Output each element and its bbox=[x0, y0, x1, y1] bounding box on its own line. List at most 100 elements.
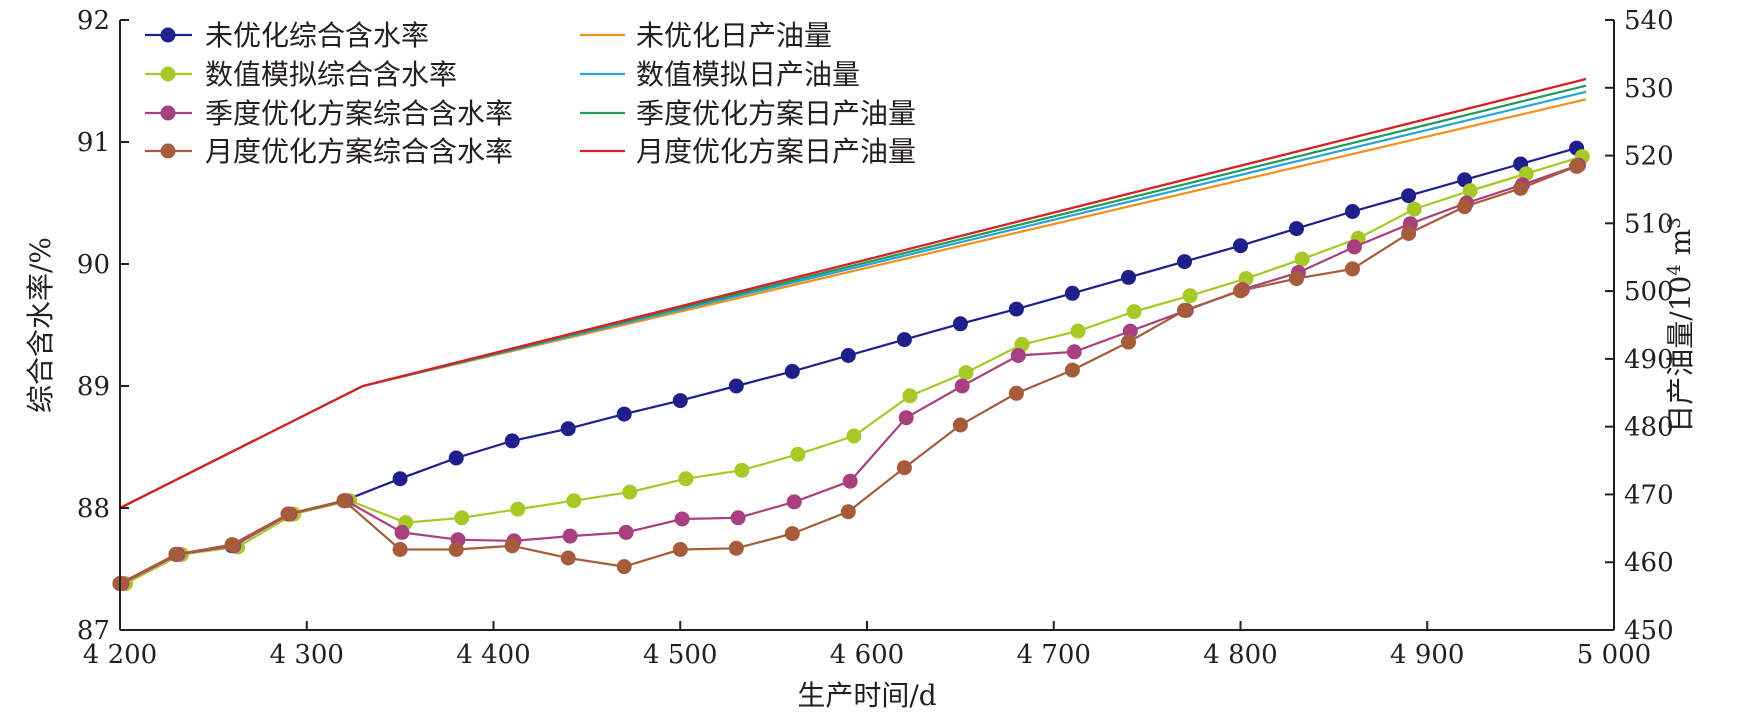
water-cut-point-1-24 bbox=[1462, 183, 1478, 199]
x-tick-label-5: 4 700 bbox=[1017, 640, 1091, 670]
water-cut-point-3-13 bbox=[840, 504, 856, 520]
water-cut-point-2-12 bbox=[786, 494, 802, 510]
right-axis-title: 日产油量/104 m3 bbox=[1664, 217, 1697, 432]
legend-marker-water-1 bbox=[160, 66, 176, 82]
water-cut-point-2-16 bbox=[1010, 348, 1026, 363]
water-cut-point-3-10 bbox=[672, 542, 688, 557]
x-tick-label-0: 4 200 bbox=[83, 640, 157, 670]
x-tick-label-4: 4 600 bbox=[830, 640, 904, 670]
water-cut-point-0-6 bbox=[448, 450, 464, 466]
water-cut-point-2-11 bbox=[730, 510, 746, 526]
water-cut-point-0-10 bbox=[672, 393, 688, 409]
water-cut-point-0-18 bbox=[1121, 269, 1136, 285]
water-cut-point-1-13 bbox=[846, 428, 862, 444]
water-cut-point-3-9 bbox=[616, 559, 632, 575]
y-right-tick-label-3: 480 bbox=[1624, 413, 1674, 443]
water-cut-point-3-24 bbox=[1457, 199, 1473, 215]
water-cut-point-3-16 bbox=[1008, 385, 1024, 401]
legend-marker-water-3 bbox=[160, 143, 176, 159]
water-cut-point-2-15 bbox=[954, 378, 970, 394]
water-cut-point-0-23 bbox=[1401, 188, 1417, 204]
legend-label-oil-1: 数值模拟日产油量 bbox=[636, 58, 860, 91]
x-tick-label-6: 4 800 bbox=[1203, 640, 1277, 670]
water-cut-point-3-20 bbox=[1233, 283, 1248, 299]
water-cut-point-3-3 bbox=[280, 506, 296, 522]
water-cut-point-2-18 bbox=[1122, 323, 1138, 339]
water-cut-point-3-26 bbox=[1569, 158, 1585, 174]
water-cut-point-1-10 bbox=[678, 471, 694, 487]
y-right-tick-label-6: 510 bbox=[1624, 209, 1674, 239]
water-cut-point-0-20 bbox=[1233, 238, 1248, 254]
water-cut-point-3-23 bbox=[1401, 226, 1417, 241]
water-cut-point-3-5 bbox=[392, 542, 408, 557]
water-cut-point-3-15 bbox=[952, 417, 968, 433]
x-tick-label-3: 4 500 bbox=[643, 640, 717, 670]
water-cut-point-3-19 bbox=[1177, 302, 1192, 318]
x-tick-label-2: 4 400 bbox=[456, 640, 530, 670]
left-axis-title: 综合含水率/% bbox=[24, 237, 57, 413]
water-cut-point-2-22 bbox=[1346, 239, 1362, 255]
water-cut-point-3-6 bbox=[448, 542, 464, 557]
water-cut-point-1-11 bbox=[734, 462, 750, 478]
water-cut-line-1 bbox=[125, 155, 1583, 585]
water-cut-point-2-17 bbox=[1066, 344, 1082, 360]
water-cut-point-0-9 bbox=[616, 406, 632, 422]
water-cut-lines bbox=[112, 140, 1590, 592]
water-cut-point-3-2 bbox=[224, 537, 240, 553]
water-cut-point-3-11 bbox=[728, 540, 744, 556]
water-cut-point-0-16 bbox=[1008, 301, 1024, 317]
water-cut-point-0-17 bbox=[1064, 285, 1080, 301]
legend-label-water-1: 数值模拟综合含水率 bbox=[205, 58, 457, 91]
water-cut-point-3-7 bbox=[504, 538, 520, 554]
water-cut-point-0-22 bbox=[1345, 204, 1360, 219]
water-cut-point-0-12 bbox=[784, 363, 800, 379]
water-cut-point-2-9 bbox=[618, 524, 634, 540]
legend-label-water-3: 月度优化方案综合含水率 bbox=[205, 135, 513, 168]
water-cut-point-1-12 bbox=[790, 446, 806, 462]
y-left-tick-label-4: 91 bbox=[77, 128, 110, 158]
right-axis-title-sup1: 4 bbox=[1664, 264, 1685, 275]
water-cut-point-3-8 bbox=[560, 550, 576, 566]
water-cut-point-3-21 bbox=[1289, 271, 1304, 287]
water-cut-point-3-25 bbox=[1513, 180, 1529, 196]
legend-label-oil-3: 月度优化方案日产油量 bbox=[636, 135, 916, 168]
water-cut-point-1-6 bbox=[454, 510, 470, 526]
right-axis-title-main: 日产油量/10 bbox=[1664, 276, 1697, 433]
legend-label-oil-0: 未优化日产油量 bbox=[636, 19, 832, 52]
y-left-tick-label-0: 87 bbox=[77, 616, 110, 646]
water-cut-point-0-13 bbox=[840, 348, 856, 363]
y-right-tick-label-0: 450 bbox=[1624, 616, 1674, 646]
water-cut-point-0-8 bbox=[560, 421, 576, 437]
water-cut-point-2-5 bbox=[394, 524, 410, 540]
y-right-tick-label-7: 520 bbox=[1624, 142, 1674, 172]
water-cut-point-3-1 bbox=[168, 546, 184, 562]
y-left-tick-label-2: 89 bbox=[77, 372, 110, 402]
x-tick-label-7: 4 900 bbox=[1390, 640, 1464, 670]
water-cut-point-0-5 bbox=[392, 471, 408, 487]
y-right-tick-label-4: 490 bbox=[1624, 345, 1674, 375]
tick-marks bbox=[119, 19, 1615, 631]
y-right-tick-label-2: 470 bbox=[1624, 480, 1674, 510]
legend-label-water-0: 未优化综合含水率 bbox=[205, 19, 429, 52]
water-cut-point-1-9 bbox=[622, 484, 638, 500]
legend-marker-water-0 bbox=[160, 27, 176, 43]
water-cut-point-3-17 bbox=[1064, 362, 1080, 378]
y-left-tick-label-5: 92 bbox=[77, 6, 110, 36]
water-cut-point-3-4 bbox=[336, 493, 352, 509]
y-right-tick-label-8: 530 bbox=[1624, 74, 1674, 104]
water-cut-point-2-14 bbox=[898, 410, 914, 426]
y-right-tick-label-9: 540 bbox=[1624, 6, 1674, 36]
y-left-tick-label-3: 90 bbox=[77, 250, 110, 280]
water-cut-point-3-22 bbox=[1345, 261, 1360, 277]
water-cut-point-0-14 bbox=[896, 332, 912, 348]
water-cut-point-0-11 bbox=[728, 378, 744, 394]
water-cut-point-0-7 bbox=[504, 433, 520, 449]
water-cut-point-0-15 bbox=[952, 316, 968, 332]
water-cut-point-1-23 bbox=[1406, 201, 1422, 217]
water-cut-point-3-12 bbox=[784, 526, 800, 542]
water-cut-line-2 bbox=[121, 164, 1579, 585]
water-cut-point-1-7 bbox=[510, 501, 526, 517]
right-axis-title-mid: m bbox=[1664, 229, 1697, 264]
